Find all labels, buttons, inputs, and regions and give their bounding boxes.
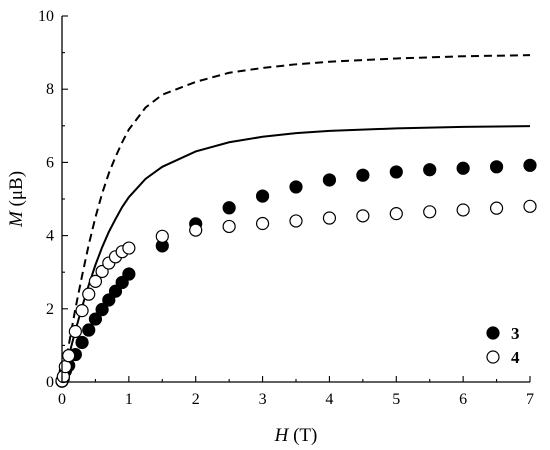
x-tick-label: 1: [125, 391, 133, 408]
legend-marker-series-3: [486, 326, 500, 340]
data-point-series-3: [88, 312, 103, 326]
legend-label-series-3: 3: [511, 324, 520, 343]
data-point-series-4: [189, 223, 203, 237]
x-tick-label: 5: [392, 391, 400, 408]
y-axis-title: M (μB): [6, 171, 27, 228]
y-tick-label: 2: [46, 301, 54, 318]
data-point-series-3: [456, 161, 470, 175]
data-point-series-3: [75, 335, 89, 350]
x-tick-label: 4: [325, 391, 333, 408]
data-point-series-3: [289, 180, 303, 194]
data-point-series-4: [222, 219, 236, 234]
x-tick-label: 0: [58, 391, 66, 408]
x-axis-title: H (T): [274, 425, 318, 446]
data-point-series-4: [523, 199, 537, 213]
data-point-series-4: [155, 229, 169, 243]
legend-label-series-4: 4: [511, 348, 520, 367]
data-point-series-4: [356, 209, 370, 223]
legend: 34: [486, 324, 520, 367]
y-tick-label: 0: [46, 374, 54, 391]
data-point-series-4: [423, 205, 437, 219]
legend-marker-series-4: [486, 350, 500, 364]
data-point-series-3: [523, 158, 537, 172]
data-point-series-3: [222, 201, 236, 215]
data-point-series-4: [489, 201, 504, 215]
y-tick-label: 6: [46, 154, 54, 171]
x-tick-label: 3: [259, 391, 267, 408]
x-tick-label: 2: [192, 391, 200, 408]
data-point-series-4: [88, 274, 103, 288]
data-point-series-3: [389, 165, 403, 179]
data-point-series-3: [95, 302, 109, 317]
data-point-series-3: [489, 160, 504, 174]
y-tick-label: 8: [46, 81, 54, 98]
data-point-series-4: [75, 304, 89, 318]
data-point-series-4: [62, 349, 76, 363]
data-point-series-3: [322, 173, 337, 187]
dashed-curve: [61, 54, 531, 383]
solid-curve: [61, 125, 531, 383]
data-point-series-4: [289, 214, 303, 228]
y-tick-label: 4: [46, 228, 54, 245]
data-point-series-3: [102, 293, 116, 307]
data-point-series-3: [255, 189, 270, 203]
data-point-series-4: [122, 241, 136, 255]
data-point-series-3: [82, 323, 96, 337]
data-point-series-4: [389, 207, 403, 221]
data-point-series-3: [122, 267, 136, 281]
data-point-series-3: [108, 284, 123, 298]
data-point-series-4: [456, 203, 470, 217]
data-point-series-4: [255, 216, 270, 231]
data-point-series-3: [356, 168, 370, 182]
data-point-series-4: [82, 287, 96, 301]
x-tick-label: 6: [459, 391, 467, 408]
data-point-series-4: [58, 360, 72, 374]
data-point-series-4: [322, 211, 337, 225]
y-tick-label: 10: [38, 8, 54, 25]
data-point-series-4: [68, 324, 82, 339]
plot-area: [55, 54, 537, 388]
data-point-series-3: [423, 163, 437, 177]
x-tick-label: 7: [526, 391, 534, 408]
